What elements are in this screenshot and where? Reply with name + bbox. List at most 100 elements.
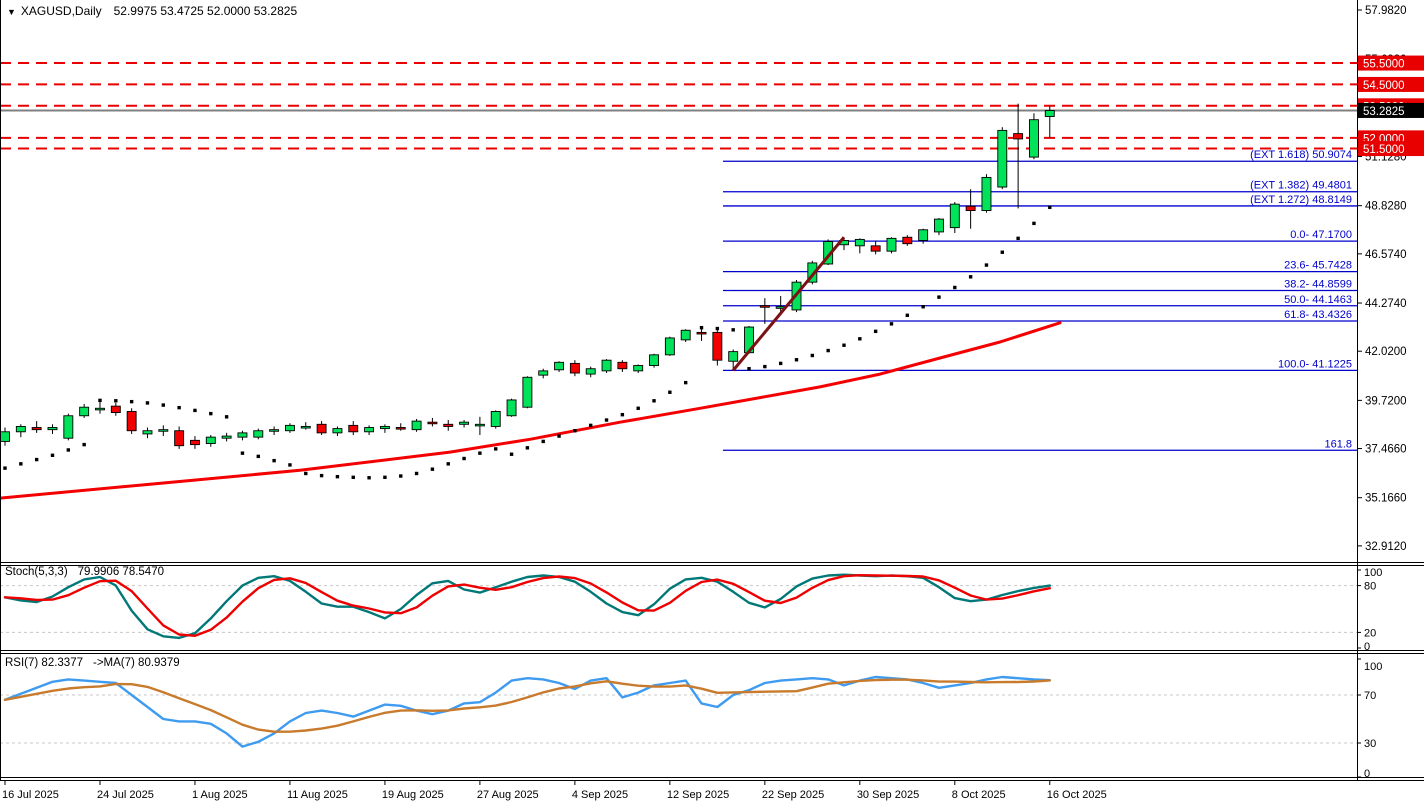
sar-dot [509,452,514,456]
candle-body [459,421,470,425]
candle-body [427,421,438,425]
sar-dot [573,429,577,433]
fib-level-label: (EXT 1.272) 48.8149 [1250,194,1352,206]
sar-dot [304,471,308,476]
sar-dot [968,275,973,279]
candle-body [253,430,264,438]
rsi-panel[interactable] [0,675,1357,748]
price-axis[interactable]: 57.982055.692053.402051.128048.828046.57… [1357,5,1424,780]
sar-dot [1016,236,1020,241]
sar-dot [430,467,435,471]
sar-dot [193,408,197,413]
chart-title: ▼ XAGUSD,Daily 52.9975 53.4725 52.0000 53.… [7,4,297,18]
fib-level-label: 0.0- 47.1700 [1290,229,1352,241]
sar-dot [1000,250,1004,254]
candle-body [997,129,1008,188]
candle-body [712,331,723,361]
rsi-axis-label: 70 [1364,690,1376,702]
candle-body [316,423,327,434]
candle-body [965,205,976,211]
sar-dot [921,305,925,309]
stoch-axis-label: 0 [1364,641,1370,653]
rsi-axis-label: 30 [1364,738,1376,750]
rsi-indicator-label: RSI(7) 82.3377 ->MA(7) 80.9379 [5,657,180,669]
fib-level-label: (EXT 1.618) 50.9074 [1250,149,1352,161]
sar-dot [319,473,324,478]
sar-dot [50,453,55,458]
sar-dot [541,439,545,444]
candle-body [174,430,185,447]
price-panel[interactable]: (EXT 1.618) 50.9074 (EXT 1.382) 49.4801 (E… [0,62,1357,500]
sar-dot [763,364,767,369]
rsi-axis-label: 100 [1364,661,1382,673]
sar-dot [240,451,245,455]
fib-level-label: 38.2- 44.8599 [1284,278,1352,290]
price-tick-label: 32.9120 [1365,541,1407,553]
sar-dot [668,390,672,394]
candle-body [364,427,375,433]
sar-dot [842,343,846,347]
symbol-timeframe-label: XAGUSD,Daily [20,4,102,18]
candle-body [237,432,248,438]
fib-trendline[interactable] [732,236,846,372]
candle-body [949,203,960,229]
sar-dot [905,313,910,317]
candle-body [870,245,881,252]
fib-level-label: 100.0- 41.1225 [1278,358,1352,370]
ohlc-values: 52.9975 53.4725 52.0000 53.2825 [113,4,298,18]
sar-dot [747,367,751,371]
stoch-main-line [3,573,1051,640]
stochastic-values: 79.9906 78.5470 [77,566,164,578]
candle-body [269,429,280,432]
candle-body [126,411,137,432]
sar-dot [98,398,102,403]
sar-dot [604,418,609,422]
sar-dot [636,406,640,410]
candle-body [395,427,406,430]
candle-body [664,337,675,356]
stoch-axis-label: 20 [1364,627,1376,639]
candle-body [221,435,232,439]
date-label: 19 Aug 2025 [382,789,444,801]
candle-body [522,376,533,408]
candle-body [601,359,612,372]
date-label: 4 Sep 2025 [572,789,628,801]
symbol-dropdown-icon[interactable]: ▼ [7,7,16,17]
sar-dot [652,399,656,403]
sar-dot [937,295,941,299]
stochastic-panel[interactable] [0,573,1357,640]
sar-dot [34,457,39,462]
sar-dot [383,475,387,480]
date-label: 27 Aug 2025 [477,789,539,801]
candle-body [934,218,944,233]
sar-dot [826,348,830,353]
sar-dot [351,475,355,480]
date-label: 16 Jul 2025 [2,789,59,801]
sar-dot [177,405,181,410]
current-price-box [1358,102,1424,118]
candle-body [918,229,929,241]
date-axis[interactable]: 16 Jul 2025 24 Jul 2025 1 Aug 2025 11 Aug 2… [2,780,1107,801]
sar-dot [731,328,735,332]
candle-body [110,405,121,414]
sar-dot [66,448,71,452]
sar-dot [399,474,403,478]
candle-body [902,236,913,245]
sar-dot [224,415,229,419]
candle-body [506,399,517,417]
date-label: 24 Jul 2025 [97,789,154,801]
candle-body [31,427,42,431]
sar-dot [1048,205,1052,210]
sar-dot [1032,221,1036,226]
sar-dot [525,446,530,450]
fib-level-label: 23.6- 45.7428 [1284,260,1352,272]
price-tick-label: 57.9820 [1365,5,1407,17]
sar-dot [446,462,450,466]
candle-body [981,176,992,211]
sar-dot [778,361,783,366]
price-tick-label: 35.1660 [1365,493,1407,505]
sar-dot [620,412,625,417]
price-box-label: 55.5000 [1363,59,1405,71]
